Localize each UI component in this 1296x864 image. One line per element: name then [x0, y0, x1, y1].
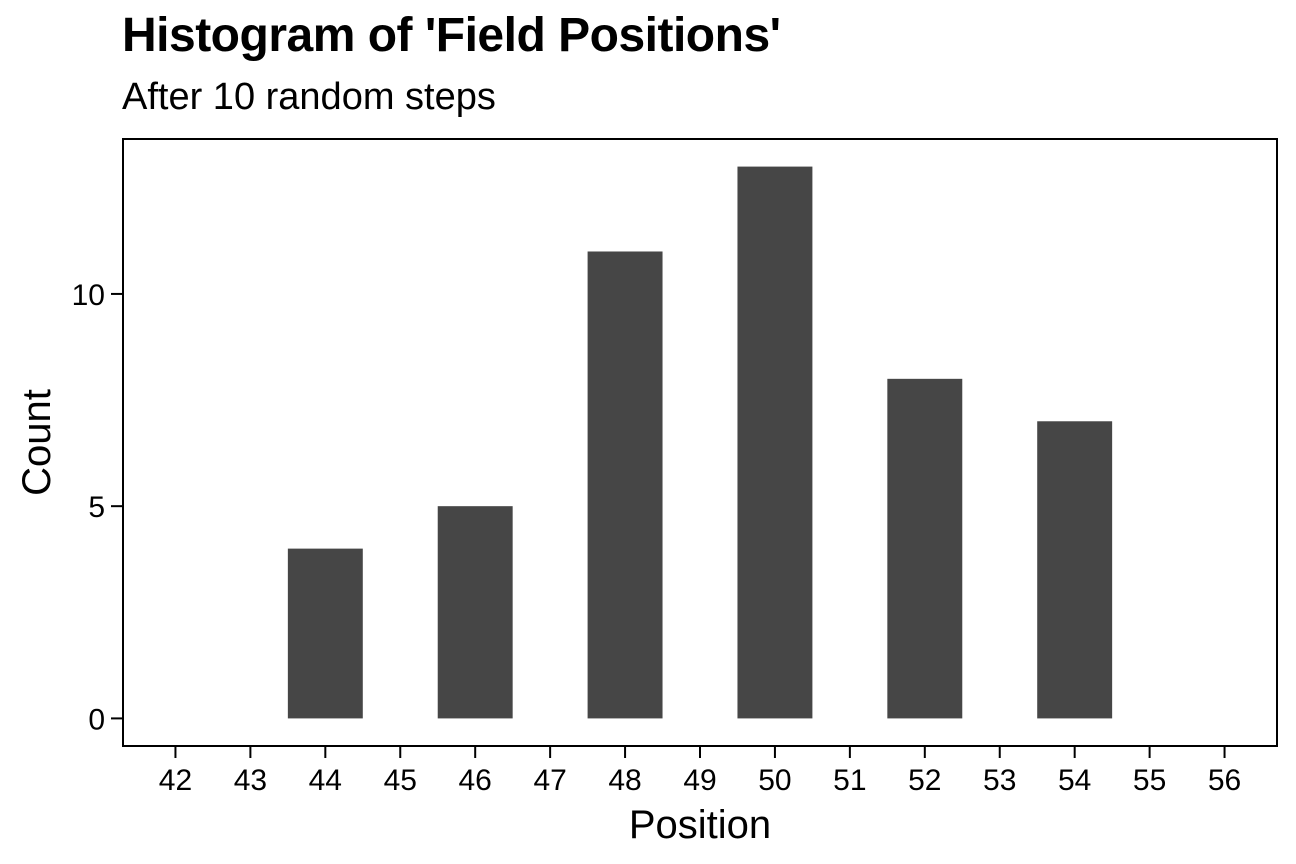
histogram-bar [1037, 421, 1113, 719]
x-tick-label: 49 [683, 764, 716, 797]
histogram-bar [587, 251, 663, 719]
x-tick-label: 44 [309, 764, 342, 797]
histogram-bar [887, 378, 963, 719]
x-tick-label: 47 [533, 764, 566, 797]
y-tick-label: 0 [88, 703, 105, 736]
x-tick-label: 42 [159, 764, 192, 797]
x-tick-label: 55 [1133, 764, 1166, 797]
chart-subtitle: After 10 random steps [122, 76, 496, 118]
x-tick-label: 52 [908, 764, 941, 797]
histogram-bar [437, 506, 513, 719]
y-axis-title: Count [15, 389, 59, 496]
x-tick-label: 51 [833, 764, 866, 797]
histogram-bar [287, 548, 363, 719]
chart-title: Histogram of 'Field Positions' [122, 9, 781, 62]
x-axis: 42 43 44 45 46 47 48 49 50 51 52 53 54 55 56 [159, 746, 1241, 797]
x-tick-label: 48 [608, 764, 641, 797]
bars-layer [287, 166, 1113, 719]
y-tick-label: 5 [88, 491, 105, 524]
histogram-bar [737, 166, 813, 719]
x-tick-label: 46 [459, 764, 492, 797]
x-tick-label: 56 [1208, 764, 1241, 797]
y-axis: 0 5 10 [72, 279, 123, 736]
x-tick-label: 54 [1058, 764, 1091, 797]
y-tick-label: 10 [72, 279, 105, 312]
x-tick-label: 53 [983, 764, 1016, 797]
x-tick-label: 45 [384, 764, 417, 797]
x-tick-label: 43 [234, 764, 267, 797]
x-tick-label: 50 [758, 764, 791, 797]
x-axis-title: Position [629, 803, 771, 847]
